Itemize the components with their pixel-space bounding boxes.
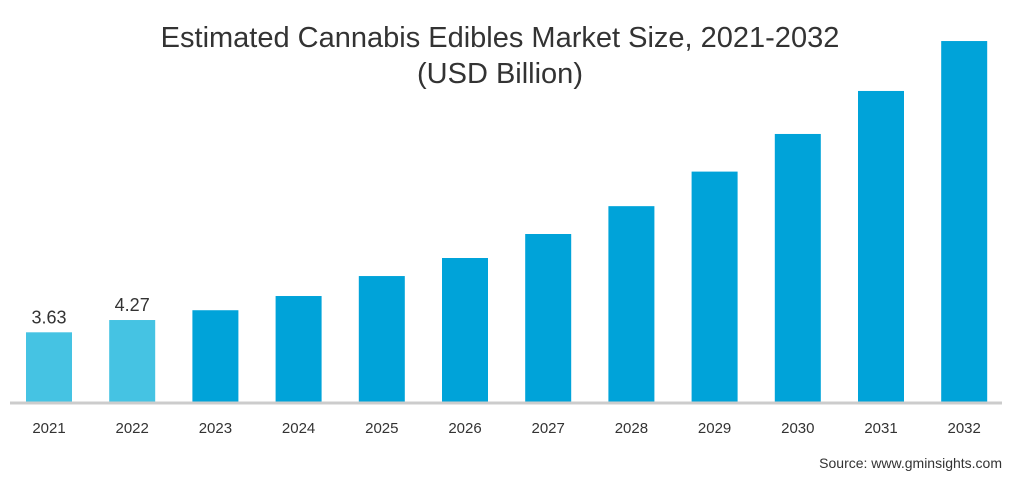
source-note: Source: www.gminsights.com <box>819 455 1002 471</box>
x-tick-label: 2023 <box>199 420 232 437</box>
bar-2027 <box>525 234 572 402</box>
x-tick-label: 2029 <box>698 420 731 437</box>
bar-2028 <box>608 206 655 402</box>
bar-2030 <box>774 133 821 402</box>
bar-2023 <box>192 310 239 402</box>
x-tick-label: 2032 <box>948 420 981 437</box>
bar-2021 <box>26 332 72 402</box>
chart-subtitle: (USD Billion) <box>417 58 583 90</box>
x-tick-label: 2021 <box>32 420 65 437</box>
x-tick-label: 2028 <box>615 420 648 437</box>
bar-2025 <box>358 276 405 402</box>
x-tick-label: 2025 <box>365 420 398 437</box>
data-label: 4.27 <box>115 295 150 315</box>
bar-2031 <box>858 90 904 403</box>
chart-title: Estimated Cannabis Edibles Market Size, … <box>0 20 1000 92</box>
x-tick-label: 2024 <box>282 420 315 437</box>
bar-2026 <box>442 258 488 402</box>
x-tick-label: 2022 <box>116 420 149 437</box>
x-tick-label: 2030 <box>781 420 814 437</box>
x-tick-label: 2026 <box>448 420 481 437</box>
chart-title-main: Estimated Cannabis Edibles Market Size, … <box>160 22 840 54</box>
x-tick-label: 2031 <box>864 420 897 437</box>
bar-2029 <box>691 171 738 402</box>
bar-2022 <box>109 320 156 402</box>
bar-2024 <box>275 296 322 402</box>
x-tick-label: 2027 <box>532 420 565 437</box>
data-label: 3.63 <box>31 307 66 327</box>
bar-2032 <box>941 41 988 402</box>
